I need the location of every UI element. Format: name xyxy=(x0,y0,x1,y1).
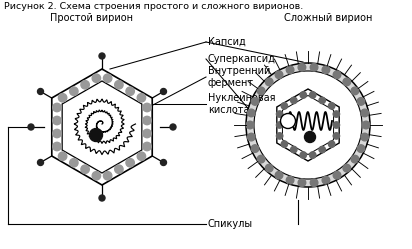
Circle shape xyxy=(37,160,44,166)
Circle shape xyxy=(290,146,297,153)
Circle shape xyxy=(70,159,78,167)
Circle shape xyxy=(37,88,44,95)
Circle shape xyxy=(92,172,101,180)
Circle shape xyxy=(286,66,294,74)
Circle shape xyxy=(309,152,316,158)
Circle shape xyxy=(361,133,368,141)
Circle shape xyxy=(161,160,166,166)
Polygon shape xyxy=(283,95,334,155)
Circle shape xyxy=(81,80,89,89)
Circle shape xyxy=(351,87,359,95)
Circle shape xyxy=(357,145,365,152)
Text: Нуклеиновая
кислота: Нуклеиновая кислота xyxy=(208,93,276,115)
Circle shape xyxy=(265,78,273,86)
Circle shape xyxy=(319,97,325,104)
Circle shape xyxy=(143,116,151,125)
Circle shape xyxy=(143,142,151,151)
Circle shape xyxy=(351,155,359,163)
Circle shape xyxy=(170,124,176,130)
Circle shape xyxy=(103,74,112,82)
Text: Внутренний
фермент: Внутренний фермент xyxy=(208,66,270,88)
Polygon shape xyxy=(52,69,152,185)
Circle shape xyxy=(254,71,362,179)
Circle shape xyxy=(357,98,365,105)
Circle shape xyxy=(322,176,330,184)
Circle shape xyxy=(361,109,368,117)
Circle shape xyxy=(290,97,297,104)
Text: Капсид: Капсид xyxy=(208,37,246,47)
Circle shape xyxy=(343,164,351,172)
Circle shape xyxy=(115,80,123,89)
Text: Суперкапсид: Суперкапсид xyxy=(208,54,276,64)
Circle shape xyxy=(137,152,145,160)
Circle shape xyxy=(53,142,61,151)
Text: Простой вирион: Простой вирион xyxy=(51,13,133,23)
Circle shape xyxy=(251,98,259,105)
Circle shape xyxy=(362,121,370,129)
Circle shape xyxy=(53,129,61,138)
Circle shape xyxy=(276,133,283,139)
Polygon shape xyxy=(277,89,339,161)
Circle shape xyxy=(161,88,166,95)
Circle shape xyxy=(298,63,306,71)
Circle shape xyxy=(333,111,339,117)
Circle shape xyxy=(81,165,89,174)
Circle shape xyxy=(89,128,103,141)
Circle shape xyxy=(99,53,105,59)
Circle shape xyxy=(286,176,294,184)
Circle shape xyxy=(53,103,61,112)
Circle shape xyxy=(333,122,339,128)
Circle shape xyxy=(59,152,67,160)
Circle shape xyxy=(99,195,105,201)
Circle shape xyxy=(298,179,306,187)
Circle shape xyxy=(328,141,335,147)
Circle shape xyxy=(276,122,283,128)
Circle shape xyxy=(281,114,295,128)
Text: Рисунок 2. Схема строения простого и сложного вирионов.: Рисунок 2. Схема строения простого и сло… xyxy=(4,2,303,11)
Circle shape xyxy=(275,71,283,79)
Polygon shape xyxy=(62,81,142,173)
Circle shape xyxy=(143,129,151,138)
Circle shape xyxy=(281,141,288,147)
Circle shape xyxy=(143,103,151,112)
Circle shape xyxy=(333,71,341,79)
Circle shape xyxy=(276,111,283,117)
Circle shape xyxy=(103,172,112,180)
Circle shape xyxy=(257,155,265,163)
Circle shape xyxy=(319,146,325,153)
Circle shape xyxy=(300,92,307,98)
Text: Сложный вирион: Сложный вирион xyxy=(284,13,372,23)
Text: Спикулы: Спикулы xyxy=(208,219,253,229)
Circle shape xyxy=(59,94,67,102)
Circle shape xyxy=(92,74,101,82)
Circle shape xyxy=(304,131,316,142)
Circle shape xyxy=(28,124,34,130)
Circle shape xyxy=(343,78,351,86)
Circle shape xyxy=(248,133,255,141)
Circle shape xyxy=(246,63,370,187)
Circle shape xyxy=(137,94,145,102)
Circle shape xyxy=(310,63,318,71)
Circle shape xyxy=(281,103,288,109)
Circle shape xyxy=(265,164,273,172)
Circle shape xyxy=(333,171,341,179)
Circle shape xyxy=(310,179,318,187)
Circle shape xyxy=(248,109,255,117)
Circle shape xyxy=(328,103,335,109)
Circle shape xyxy=(257,87,265,95)
Circle shape xyxy=(309,92,316,98)
Circle shape xyxy=(53,116,61,125)
Circle shape xyxy=(333,133,339,139)
Circle shape xyxy=(300,152,307,158)
Circle shape xyxy=(126,87,134,95)
Circle shape xyxy=(115,165,123,174)
Circle shape xyxy=(251,145,259,152)
Circle shape xyxy=(126,159,134,167)
Circle shape xyxy=(322,66,330,74)
Circle shape xyxy=(246,121,254,129)
Circle shape xyxy=(70,87,78,95)
Circle shape xyxy=(275,171,283,179)
